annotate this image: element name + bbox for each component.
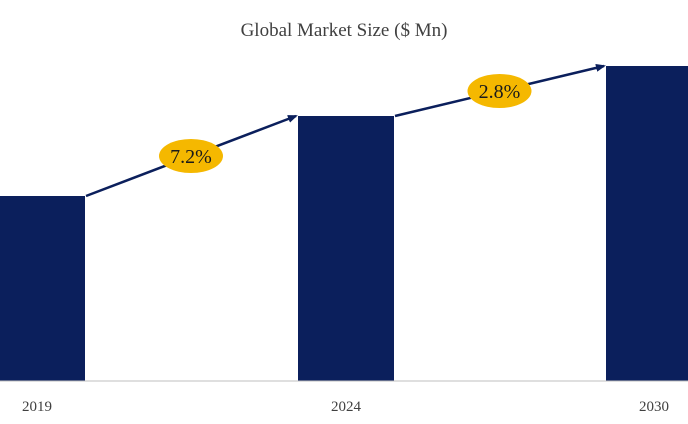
bar-group <box>0 66 688 381</box>
bar-2019 <box>0 196 85 381</box>
bar-2030 <box>606 66 688 381</box>
x-tick-label: 2019 <box>22 399 52 415</box>
cagr-badge <box>467 74 532 108</box>
cagr-badge <box>159 139 223 173</box>
cagr-label: 2.8% <box>479 81 521 103</box>
bar-2024 <box>298 116 394 381</box>
x-tick-labels: 2019 2024 2030 <box>22 399 669 415</box>
x-tick-label: 2030 <box>639 399 669 415</box>
cagr-label: 7.2% <box>170 146 212 168</box>
x-tick-label: 2024 <box>331 399 362 415</box>
cagr-annotations: 7.2% 2.8% <box>85 63 606 198</box>
chart-title: Global Market Size ($ Mn) <box>241 20 448 41</box>
